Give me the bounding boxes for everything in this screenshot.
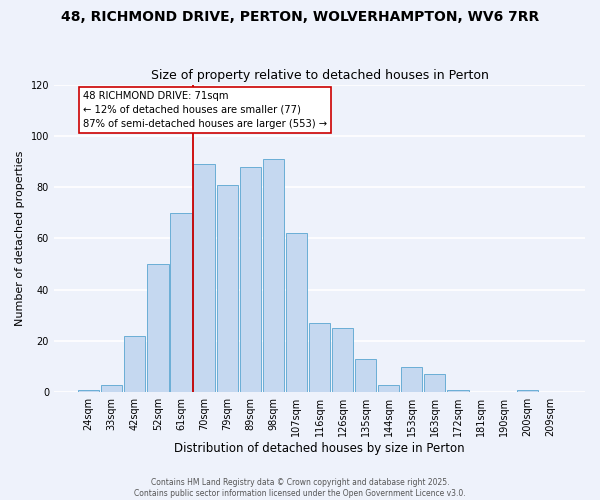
Text: Contains HM Land Registry data © Crown copyright and database right 2025.
Contai: Contains HM Land Registry data © Crown c… (134, 478, 466, 498)
Bar (378, 384, 400, 392)
Bar (124, 336, 145, 392)
Title: Size of property relative to detached houses in Perton: Size of property relative to detached ho… (151, 69, 488, 82)
Bar (217, 184, 238, 392)
Text: 48 RICHMOND DRIVE: 71sqm
← 12% of detached houses are smaller (77)
87% of semi-d: 48 RICHMOND DRIVE: 71sqm ← 12% of detach… (83, 91, 327, 129)
Bar (286, 234, 307, 392)
Bar (239, 166, 261, 392)
Text: 48, RICHMOND DRIVE, PERTON, WOLVERHAMPTON, WV6 7RR: 48, RICHMOND DRIVE, PERTON, WOLVERHAMPTO… (61, 10, 539, 24)
Bar (517, 390, 538, 392)
Bar (263, 159, 284, 392)
Bar (101, 384, 122, 392)
Bar (448, 390, 469, 392)
Y-axis label: Number of detached properties: Number of detached properties (15, 150, 25, 326)
Bar (193, 164, 215, 392)
Bar (147, 264, 169, 392)
X-axis label: Distribution of detached houses by size in Perton: Distribution of detached houses by size … (174, 442, 465, 455)
Bar (401, 366, 422, 392)
Bar (78, 390, 99, 392)
Bar (355, 359, 376, 392)
Bar (424, 374, 445, 392)
Bar (332, 328, 353, 392)
Bar (309, 323, 330, 392)
Bar (170, 212, 191, 392)
